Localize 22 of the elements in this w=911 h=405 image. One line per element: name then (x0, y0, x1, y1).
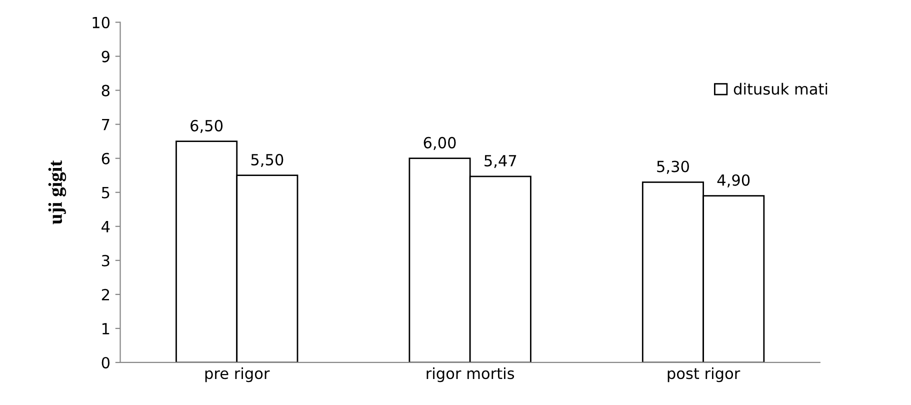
data-label: 4,90 (717, 174, 750, 188)
x-tick-label: rigor mortis (426, 367, 514, 382)
y-tick-label: 8 (102, 84, 110, 96)
y-tick-label: 7 (102, 119, 110, 130)
y-tick-label: 0 (102, 356, 110, 368)
data-label: 6,50 (190, 120, 223, 133)
y-axis-title: uji gigit (48, 160, 66, 224)
y-tick-label: 6 (102, 152, 110, 164)
y-tick-label: 4 (102, 221, 110, 232)
data-label: 5,47 (484, 155, 516, 168)
y-tick-label: 2 (102, 288, 109, 300)
data-label: 6,00 (424, 136, 456, 150)
y-tick-label: 5 (102, 187, 110, 198)
legend-label: ditusuk mati (734, 82, 828, 95)
x-tick-label: pre rigor (205, 367, 270, 382)
y-tick-label: 10 (92, 16, 110, 28)
y-tick-label: 3 (102, 254, 110, 266)
data-label: 5,50 (251, 154, 284, 168)
y-tick-label: 9 (102, 50, 110, 62)
y-tick-label: 1 (102, 323, 110, 334)
data-label: 5,30 (657, 160, 689, 174)
x-tick-label: post rigor (668, 367, 740, 382)
